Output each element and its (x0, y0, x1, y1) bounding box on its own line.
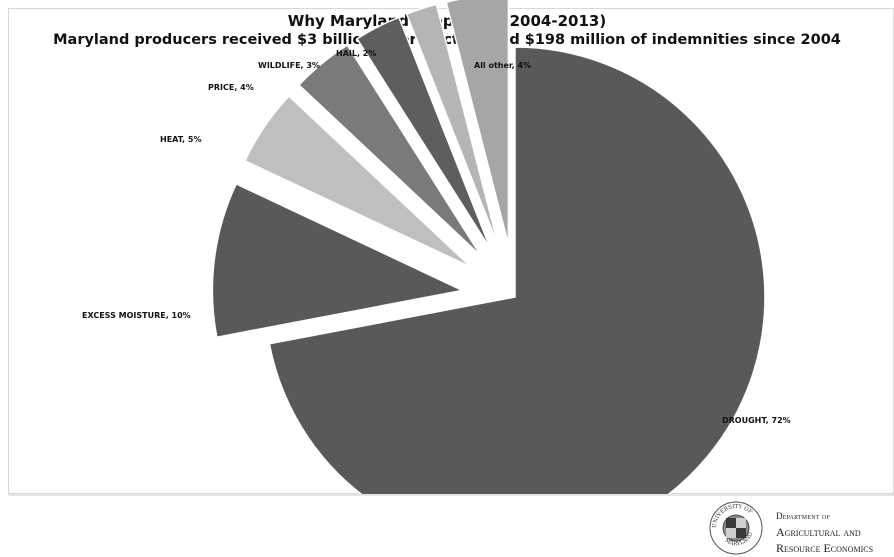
pie-slice-wildlife (355, 16, 492, 251)
footer-divider (8, 494, 894, 496)
slice-label-heat: HEAT, 5% (160, 135, 201, 144)
pie-chart: DROUGHT, 72% EXCESS MOISTURE, 10% HEAT, 5%… (82, 0, 791, 495)
dept-line-2: Agricultural and (776, 525, 861, 539)
pie-slice-excess-moisture (211, 182, 465, 339)
slice-label-excess-moisture: EXCESS MOISTURE, 10% (82, 311, 191, 320)
pie-slice-drought (268, 46, 766, 495)
pie-slice-hail (405, 3, 500, 247)
chart-subtitle: Maryland producers received $3 billion o… (53, 32, 841, 48)
slice-label-all-other: All other, 4% (474, 61, 531, 70)
pie-slice-all-other (445, 0, 510, 245)
pie-slice-heat (244, 95, 472, 268)
slice-label-wildlife: WILDLIFE, 3% (258, 61, 320, 70)
university-seal-logo: UNIVERSITY OF MARYLAND (709, 501, 763, 555)
dept-line-3: Resource Economics (776, 541, 874, 555)
chart-title: Why Maryland Crops Fail (2004-2013) (287, 12, 607, 30)
pie-slice-price (297, 44, 482, 257)
department-name: Department of Agricultural and Resource … (776, 508, 873, 556)
dept-line-1: Department of (776, 511, 831, 521)
slice-label-price: PRICE, 4% (208, 83, 254, 92)
slice-label-hail: HAIL, 2% (336, 49, 376, 58)
slice-label-drought: DROUGHT, 72% (722, 416, 791, 425)
